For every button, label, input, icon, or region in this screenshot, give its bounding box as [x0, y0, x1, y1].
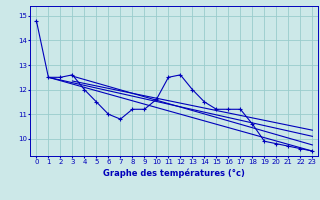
X-axis label: Graphe des températures (°c): Graphe des températures (°c)	[103, 168, 245, 178]
